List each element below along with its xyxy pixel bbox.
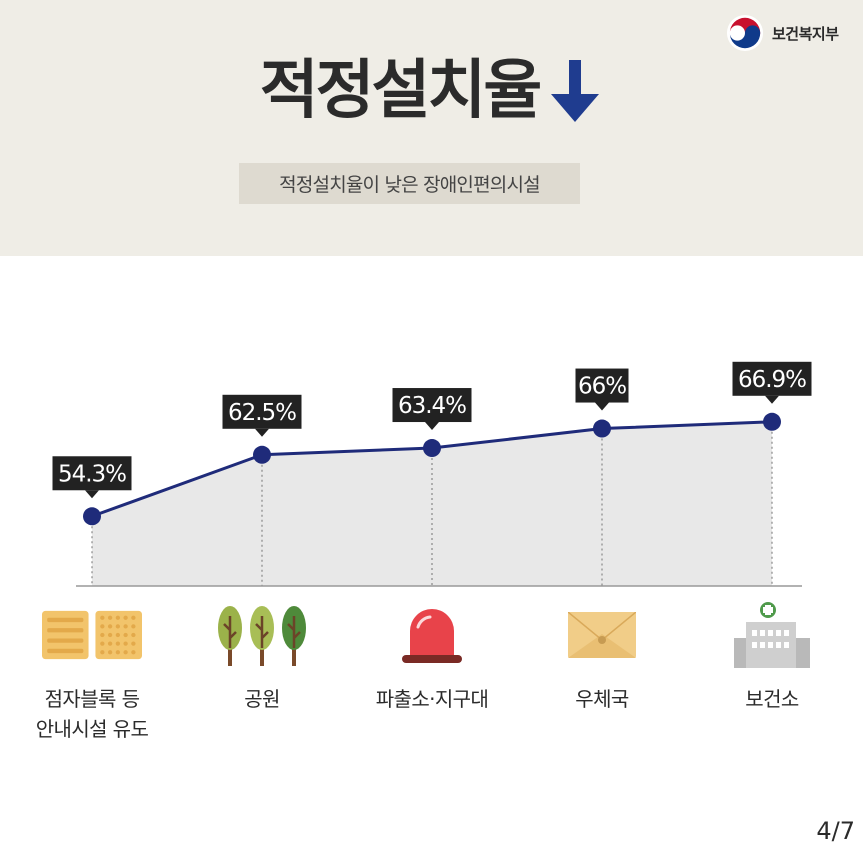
tile-block-icon — [42, 600, 142, 670]
data-label-pointer — [425, 422, 439, 431]
data-point — [423, 439, 441, 458]
data-point — [763, 412, 781, 431]
category-label: 보건소 — [745, 687, 799, 711]
taegeuk-icon — [726, 14, 764, 52]
health-center-icon — [722, 600, 822, 670]
category-label: 공원 — [244, 687, 280, 711]
category-label: 파출소·지구대 — [375, 687, 489, 711]
data-label: 54.3% — [52, 456, 132, 499]
data-labels: 54.3% 62.5% 63.4% 66% 66.9% — [52, 361, 812, 499]
category-label: 우체국 — [575, 687, 629, 711]
data-label-box — [52, 456, 132, 491]
title-row: 적정설치율 — [0, 58, 863, 124]
data-label-pointer — [595, 402, 609, 411]
subtitle-badge: 적정설치율이 낮은 장애인편의시설 — [239, 163, 580, 204]
ministry-logo: 보건복지부 — [726, 14, 839, 52]
data-label-box — [732, 361, 812, 396]
data-label: 62.5% — [222, 394, 302, 437]
data-point — [83, 507, 101, 526]
data-label-pointer — [255, 428, 269, 437]
data-label-text: 66% — [578, 374, 626, 400]
data-label-box — [575, 368, 629, 403]
data-label-text: 63.4% — [398, 393, 466, 419]
siren-icon — [382, 600, 482, 670]
category-post-office: 우체국 — [517, 600, 687, 714]
envelope-icon — [552, 600, 652, 670]
data-points — [83, 412, 781, 526]
data-label: 66.9% — [732, 361, 812, 404]
ministry-name: 보건복지부 — [772, 24, 839, 43]
data-label: 63.4% — [392, 388, 472, 431]
header-banner: 보건복지부 적정설치율 적정설치율이 낮은 장애인편의시설 — [0, 0, 863, 256]
guide-lines — [91, 421, 773, 586]
data-label-text: 62.5% — [228, 400, 296, 426]
data-label-text: 66.9% — [738, 367, 806, 393]
category-police-station: 파출소·지구대 — [347, 600, 517, 714]
category-park: 공원 — [177, 600, 347, 714]
category-label: 점자블록 등 안내시설 유도 — [35, 687, 149, 741]
category-braille-block: 점자블록 등 안내시설 유도 — [7, 600, 177, 744]
arrow-down-icon — [551, 60, 600, 122]
page-title: 적정설치율 — [259, 54, 542, 128]
data-point — [593, 419, 611, 438]
data-label-box — [392, 388, 472, 423]
category-health-center: 보건소 — [687, 600, 857, 714]
data-label: 66% — [575, 368, 629, 411]
line-area-chart: 54.3% 62.5% 63.4% 66% 66.9% — [52, 361, 812, 587]
data-point — [253, 445, 271, 464]
data-label-pointer — [85, 490, 99, 499]
data-label-text: 54.3% — [58, 461, 126, 487]
page-indicator: 4/7 — [816, 817, 855, 845]
data-label-pointer — [765, 395, 779, 404]
data-label-box — [222, 394, 302, 429]
tree-icon — [212, 600, 312, 670]
